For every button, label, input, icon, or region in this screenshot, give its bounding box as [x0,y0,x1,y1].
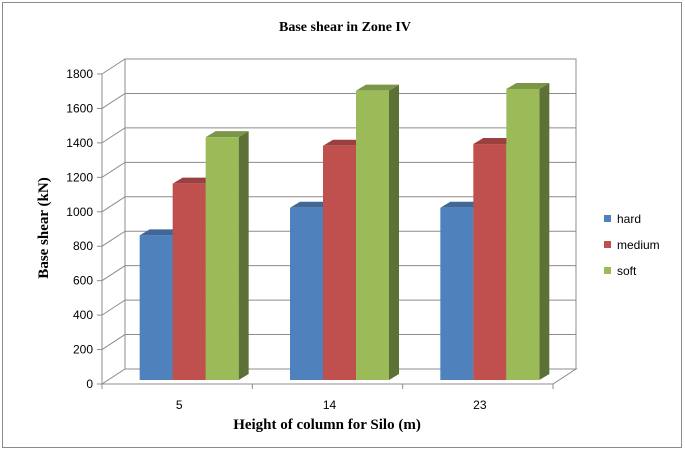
bars [139,82,550,381]
gridline [101,230,576,247]
y-tick-label: 1800 [66,67,93,81]
bar-front-face [440,207,474,380]
bar-soft-14 [356,84,399,381]
bar-front-face [290,207,323,380]
bar-soft-23 [506,82,550,380]
chart-title: Base shear in Zone IV [279,20,411,35]
gridline [101,196,576,213]
gridline [101,127,576,144]
gridline [101,161,576,178]
y-tick-label: 200 [73,343,93,357]
bar-front-face [139,235,173,380]
bar-front-face [172,183,206,380]
bar-top-face [290,201,333,208]
gridline [101,265,576,282]
bar-top-face [356,84,399,91]
bar-top-face [506,82,550,89]
y-tick-label: 0 [86,377,93,391]
bar-top-face [323,139,366,146]
y-tick-label: 1200 [66,170,93,184]
y-tick-label: 1600 [66,101,93,115]
y-axis-label: Base shear (kN) [36,177,52,278]
gridline [101,299,576,316]
y-tick-label: 1400 [66,136,93,150]
x-tick-label: 5 [176,398,183,412]
gridlines [101,58,576,350]
y-tick-label: 1000 [66,205,93,219]
gridline [101,58,576,75]
bar-top-face [172,177,216,184]
bar-top-face [205,131,249,138]
bar-top-face [473,138,517,145]
x-tick-label: 23 [473,398,487,412]
legend-label-soft: soft [617,264,637,278]
x-axis-label: Height of column for Silo (m) [233,417,421,433]
legend-label-medium: medium [617,238,660,252]
bar-front-face [323,145,356,380]
bar-top-face [139,229,183,236]
bar-front-face [473,144,507,380]
gridline [101,334,576,350]
bar-soft-5 [205,131,249,380]
bar-top-face [440,201,484,208]
gridline [101,92,576,109]
y-tick-label: 600 [73,274,93,288]
bar-front-face [356,90,389,381]
y-tick-label: 400 [73,308,93,322]
legend: hard medium soft [604,212,660,278]
legend-swatch-soft [604,267,611,274]
bar-side-face [389,84,399,381]
x-tick-label: 14 [323,398,337,412]
bar-side-face [238,131,249,380]
legend-swatch-medium [604,241,611,248]
bar-front-face [506,88,540,380]
x-axis-ticks: 5 14 23 [101,384,554,412]
legend-swatch-hard [604,215,611,222]
legend-label-hard: hard [617,212,641,226]
y-axis-ticks: 0 200 400 600 800 1000 1200 1400 1600 1800 [66,67,102,391]
bar-front-face [205,137,239,380]
bar-side-face [539,82,550,380]
y-tick-label: 800 [73,239,93,253]
